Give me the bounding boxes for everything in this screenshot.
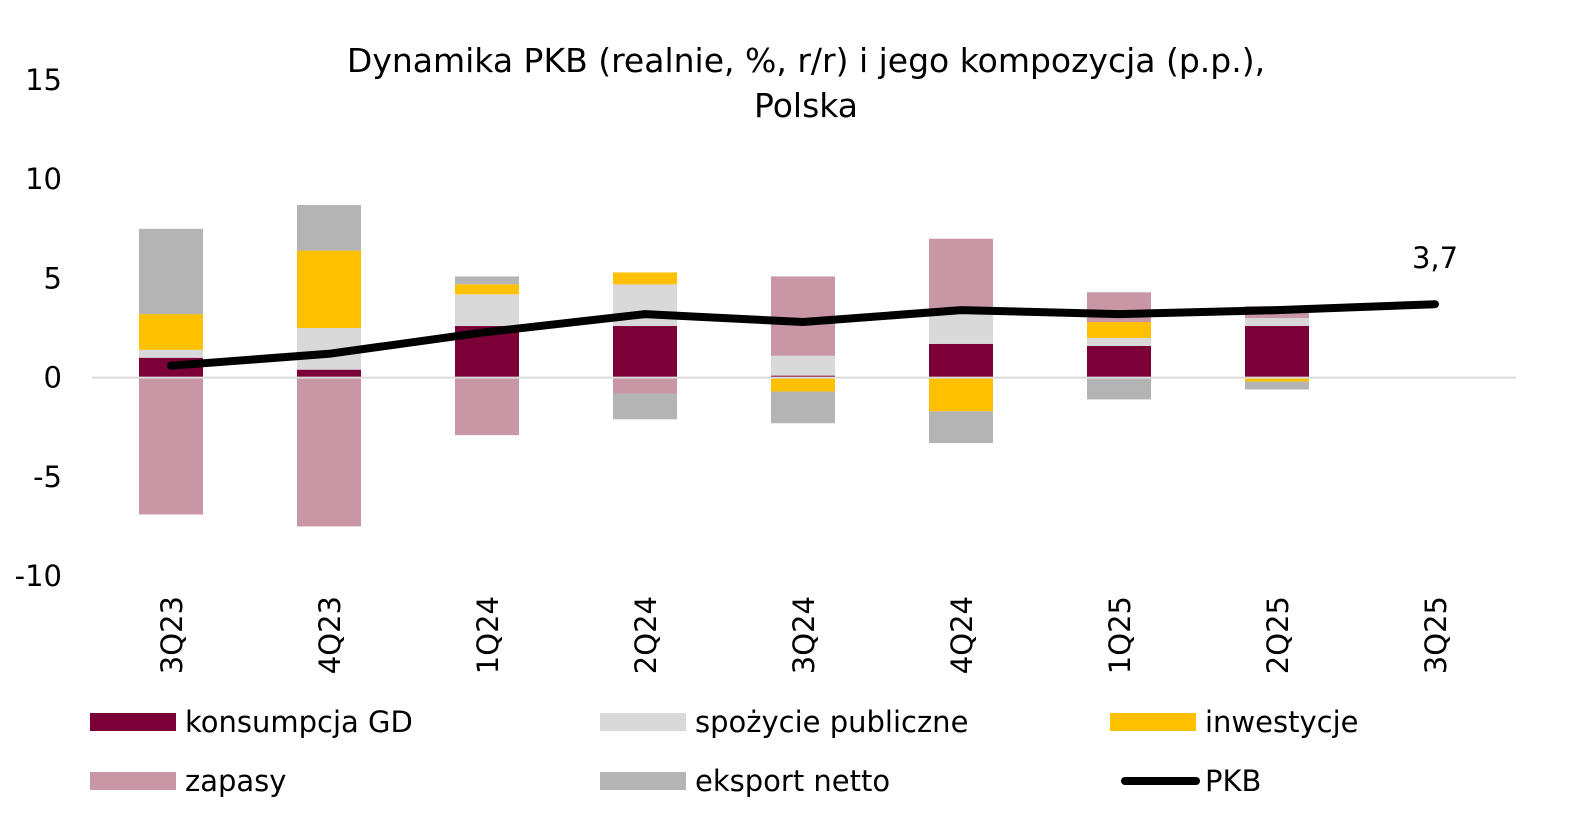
legend-label-spozycie-publiczne: spożycie publiczne <box>695 705 968 739</box>
y-tick-label: 5 <box>44 261 62 295</box>
x-axis: 3Q23 4Q23 1Q24 2Q24 3Q24 4Q24 1Q25 2Q25 3Q25 <box>155 596 1453 674</box>
y-tick-label: -10 <box>15 559 62 593</box>
bar-zapasy-2q24 <box>613 377 677 394</box>
x-tick-label-3q24: 3Q24 <box>787 596 821 674</box>
bar-inwestycje-1q24 <box>455 284 519 295</box>
bar-inwestycje-3q24 <box>771 377 835 392</box>
x-tick-label-2q25: 2Q25 <box>1261 596 1295 674</box>
bar-eksport-netto-4q24 <box>929 411 993 444</box>
legend-swatch-zapasy <box>90 772 176 790</box>
legend-swatch-konsumpcja-gd <box>90 713 176 731</box>
bar-inwestycje-2q24 <box>613 272 677 285</box>
bar-zapasy-4q24 <box>929 238 993 313</box>
annotations: 3,7 <box>1412 241 1458 275</box>
legend-swatch-inwestycje <box>1110 713 1196 731</box>
y-tick-label: 10 <box>25 162 62 196</box>
bars <box>139 204 1309 527</box>
bar-eksport-netto-4q23 <box>297 204 361 251</box>
legend-label-eksport-netto: eksport netto <box>695 764 890 798</box>
bar-konsumpcja-gd-1q25 <box>1087 345 1151 378</box>
legend-label-inwestycje: inwestycje <box>1205 705 1358 739</box>
bar-spozycie-publiczne-1q24 <box>455 294 519 327</box>
bar-eksport-netto-3q24 <box>771 391 835 424</box>
bar-konsumpcja-gd-4q24 <box>929 343 993 378</box>
gdp-line-series <box>167 300 1439 370</box>
bar-eksport-netto-1q24 <box>455 276 519 285</box>
bar-eksport-netto-2q24 <box>613 393 677 420</box>
y-axis: -10 -5 0 5 10 15 <box>15 63 62 593</box>
bar-spozycie-publiczne-1q25 <box>1087 337 1151 346</box>
bar-konsumpcja-gd-2q24 <box>613 326 677 378</box>
legend-item-inwestycje: inwestycje <box>1110 705 1358 739</box>
chart-title-line-2: Polska <box>754 86 858 125</box>
legend-label-pkb: PKB <box>1205 764 1261 798</box>
legend-swatch-eksport-netto <box>600 772 686 790</box>
legend-swatch-spozycie-publiczne <box>600 713 686 731</box>
legend-item-eksport-netto: eksport netto <box>600 764 890 798</box>
bar-konsumpcja-gd-2q25 <box>1245 326 1309 378</box>
bar-spozycie-publiczne-3q24 <box>771 355 835 376</box>
bar-spozycie-publiczne-4q24 <box>929 312 993 344</box>
x-tick-label-1q25: 1Q25 <box>1103 596 1137 674</box>
x-tick-label-4q24: 4Q24 <box>945 596 979 674</box>
data-label-3q25: 3,7 <box>1412 241 1458 275</box>
bar-eksport-netto-2q25 <box>1245 381 1309 390</box>
bar-zapasy-3q23 <box>139 377 203 515</box>
legend-label-konsumpcja-gd: konsumpcja GD <box>185 705 413 739</box>
legend: konsumpcja GD spożycie publiczne inwestycj… <box>90 705 1358 798</box>
y-tick-label: 15 <box>25 63 62 97</box>
legend-item-spozycie-publiczne: spożycie publiczne <box>600 705 968 739</box>
y-tick-label: 0 <box>44 361 62 395</box>
chart-title-line-1: Dynamika PKB (realnie, %, r/r) i jego ko… <box>347 41 1265 80</box>
bar-zapasy-4q23 <box>297 377 361 527</box>
legend-item-konsumpcja-gd: konsumpcja GD <box>90 705 413 739</box>
x-tick-label-3q25: 3Q25 <box>1419 596 1453 674</box>
legend-item-zapasy: zapasy <box>90 764 286 798</box>
bar-inwestycje-4q23 <box>297 250 361 328</box>
bar-inwestycje-4q24 <box>929 377 993 412</box>
x-tick-label-2q24: 2Q24 <box>629 596 663 674</box>
bar-inwestycje-3q23 <box>139 314 203 350</box>
legend-label-zapasy: zapasy <box>185 764 286 798</box>
x-tick-label-3q23: 3Q23 <box>155 596 189 674</box>
bar-eksport-netto-3q23 <box>139 228 203 315</box>
bar-eksport-netto-1q25 <box>1087 377 1151 400</box>
y-tick-label: -5 <box>33 460 62 494</box>
bar-inwestycje-2q25 <box>1245 377 1309 382</box>
x-tick-label-1q24: 1Q24 <box>471 596 505 674</box>
bar-spozycie-publiczne-2q25 <box>1245 318 1309 327</box>
bar-konsumpcja-gd-4q23 <box>297 369 361 378</box>
bar-zapasy-1q24 <box>455 377 519 436</box>
bar-zapasy-3q24 <box>771 276 835 356</box>
chart-title: Dynamika PKB (realnie, %, r/r) i jego ko… <box>347 41 1265 125</box>
bar-inwestycje-1q25 <box>1087 322 1151 338</box>
x-tick-label-4q23: 4Q23 <box>313 596 347 674</box>
legend-item-pkb: PKB <box>1121 764 1261 798</box>
bar-spozycie-publiczne-3q23 <box>139 349 203 358</box>
